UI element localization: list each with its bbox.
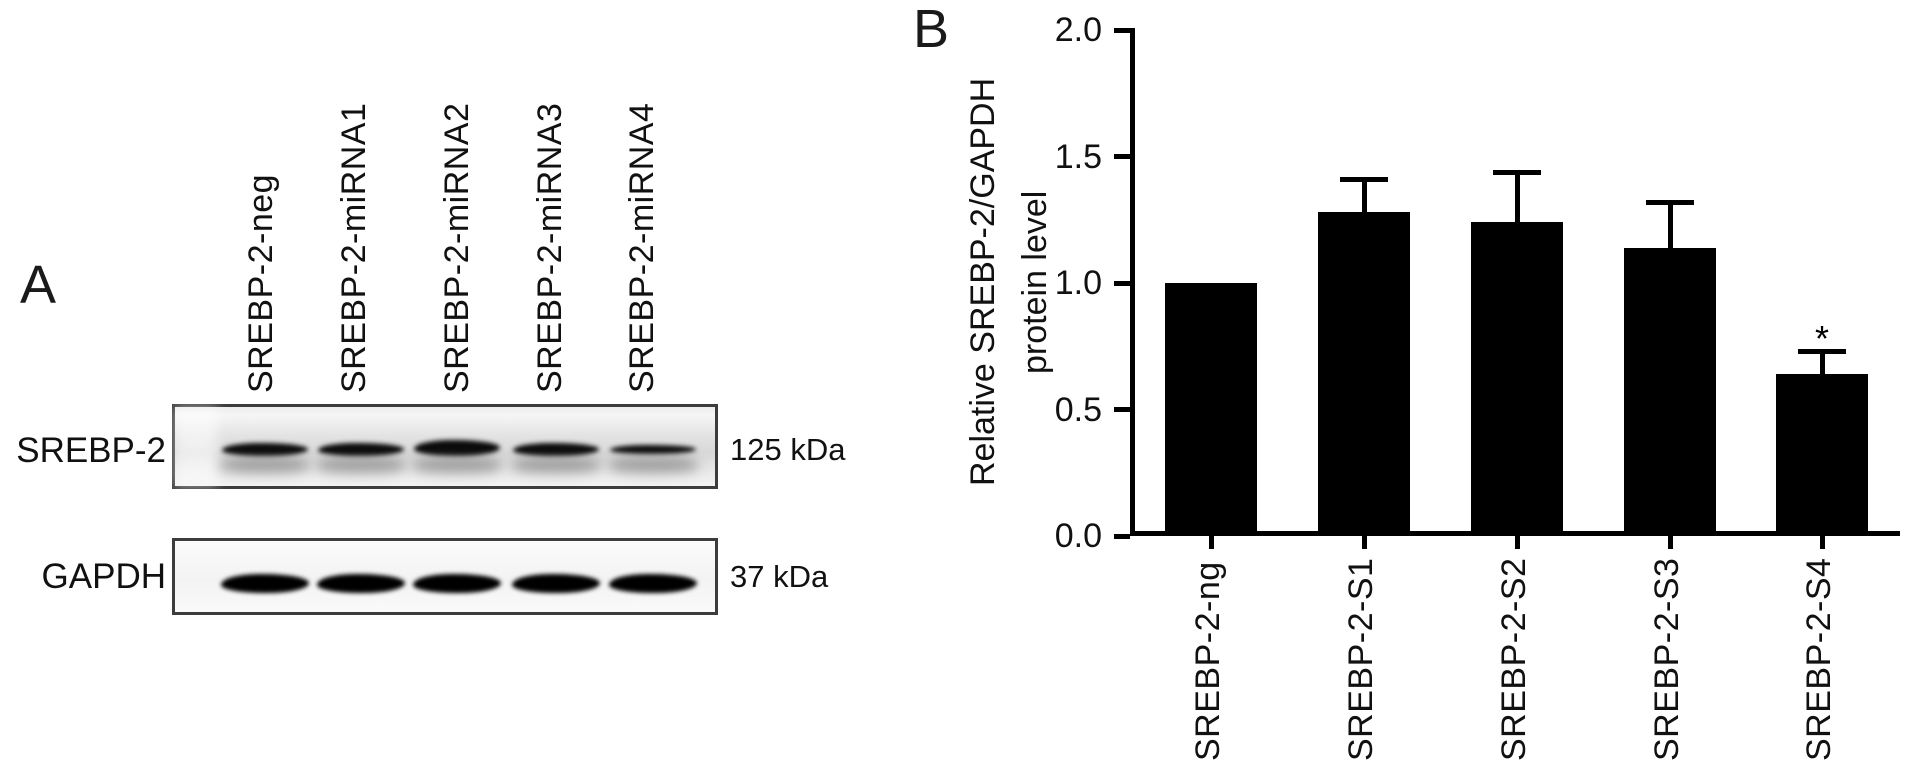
srebp2-smear (316, 457, 406, 473)
bar (1318, 212, 1410, 536)
bar (1776, 374, 1868, 536)
x-tick (1667, 536, 1673, 549)
error-bar-cap (1798, 349, 1846, 355)
x-category-label: SREBP-2-S4 (1800, 557, 1838, 761)
x-tick (1514, 536, 1520, 549)
srebp2-smear (412, 457, 502, 473)
gapdh-band (317, 574, 405, 593)
error-bar-cap (1340, 177, 1388, 183)
gapdh-blot-image (172, 538, 718, 615)
srebp2-smear (220, 457, 310, 473)
srebp2-band (610, 445, 696, 454)
error-bar-stem (1819, 351, 1825, 375)
y-tick (1114, 533, 1130, 539)
x-tick (1208, 536, 1214, 549)
x-category-label: SREBP-2-S2 (1495, 557, 1533, 761)
x-tick (1819, 536, 1825, 549)
srebp2-band (414, 440, 500, 456)
x-category-label: SREBP-2-ng (1189, 561, 1227, 761)
gapdh-row-label: GAPDH (41, 557, 166, 596)
srebp2-row-label: SREBP-2 (16, 431, 166, 470)
x-category-label: SREBP-2-S3 (1648, 557, 1686, 761)
gapdh-weight-label: 37 kDa (730, 559, 829, 594)
lane-label: SREBP-2-miRNA1 (335, 102, 373, 393)
gapdh-band (609, 574, 697, 593)
bar (1471, 222, 1563, 536)
srebp2-smear (511, 457, 601, 473)
y-tick (1114, 27, 1130, 33)
y-tick-label: 2.0 (1054, 11, 1102, 49)
lane-label: SREBP-2-miRNA4 (623, 102, 661, 393)
gapdh-band (512, 574, 600, 593)
error-bar-stem (1667, 202, 1673, 248)
lane-label: SREBP-2-neg (242, 173, 280, 393)
error-bar-cap (1493, 169, 1541, 175)
significance-star: * (1814, 318, 1829, 360)
srebp2-weight-label: 125 kDa (730, 432, 846, 467)
panel-b-label: B (913, 0, 950, 59)
y-tick-label: 1.5 (1054, 137, 1102, 176)
bar (1165, 283, 1257, 536)
x-category-label: SREBP-2-S1 (1342, 557, 1380, 761)
y-tick (1114, 154, 1130, 159)
panel-a-label: A (20, 255, 57, 315)
srebp2-blot-image (172, 404, 718, 489)
y-tick-label: 1.0 (1054, 264, 1102, 302)
gapdh-band (221, 574, 309, 593)
y-axis-line (1130, 28, 1135, 536)
srebp2-band (318, 443, 404, 456)
lane-label: SREBP-2-miRNA3 (531, 102, 569, 393)
srebp2-smear (608, 457, 698, 473)
srebp2-band (222, 443, 308, 456)
y-tick (1114, 407, 1130, 412)
y-tick-label: 0.0 (1054, 517, 1102, 555)
error-bar-cap (1646, 200, 1694, 206)
error-bar-stem (1361, 179, 1367, 213)
x-tick (1361, 536, 1367, 549)
y-tick (1114, 280, 1130, 286)
gapdh-band (413, 574, 501, 593)
y-tick-label: 0.5 (1054, 390, 1102, 429)
bar (1624, 247, 1716, 536)
error-bar-stem (1514, 171, 1520, 223)
lane-label: SREBP-2-miRNA2 (438, 102, 476, 393)
srebp2-band (513, 443, 599, 456)
